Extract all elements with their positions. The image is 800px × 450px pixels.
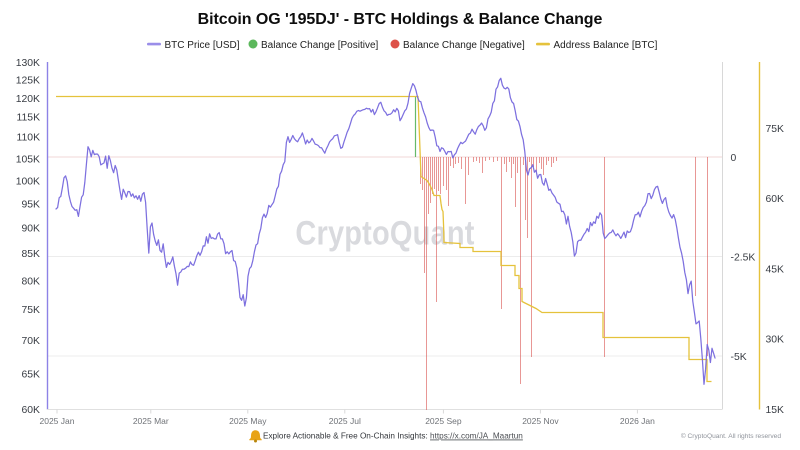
svg-text:115K: 115K <box>17 112 41 123</box>
svg-text:2025 Jan: 2025 Jan <box>40 416 75 426</box>
svg-text:2025 Nov: 2025 Nov <box>522 416 559 426</box>
svg-text:95K: 95K <box>22 199 41 210</box>
svg-text:Explore Actionable & Free On-C: Explore Actionable & Free On-Chain Insig… <box>263 432 523 441</box>
svg-text:130K: 130K <box>16 58 40 69</box>
svg-text:2025 May: 2025 May <box>229 416 267 426</box>
svg-text:75K: 75K <box>766 124 785 135</box>
svg-text:125K: 125K <box>16 75 40 86</box>
svg-text:Balance Change [Positive]: Balance Change [Positive] <box>261 40 379 51</box>
svg-text:120K: 120K <box>16 94 40 105</box>
svg-text:-5K: -5K <box>731 352 747 363</box>
svg-text:Bitcoin OG '195DJ' - BTC Holdi: Bitcoin OG '195DJ' - BTC Holdings & Bala… <box>198 11 603 28</box>
svg-text:65K: 65K <box>22 369 41 380</box>
svg-text:Address Balance [BTC]: Address Balance [BTC] <box>554 40 658 51</box>
svg-text:45K: 45K <box>766 264 785 275</box>
svg-text:80K: 80K <box>22 276 41 287</box>
svg-text:2026 Jan: 2026 Jan <box>620 416 655 426</box>
svg-text:110K: 110K <box>17 132 41 143</box>
svg-text:75K: 75K <box>22 305 41 316</box>
svg-text:60K: 60K <box>22 405 41 416</box>
svg-text:30K: 30K <box>766 335 785 346</box>
svg-text:CryptoQuant: CryptoQuant <box>295 213 475 252</box>
svg-text:85K: 85K <box>22 249 41 260</box>
svg-text:15K: 15K <box>766 405 785 416</box>
svg-text:-2.5K: -2.5K <box>731 252 756 263</box>
svg-text:2025 Jul: 2025 Jul <box>329 416 361 426</box>
svg-text:0: 0 <box>731 153 737 164</box>
svg-text:90K: 90K <box>22 223 41 234</box>
svg-text:© CryptoQuant. All rights rese: © CryptoQuant. All rights reserved <box>681 432 781 440</box>
svg-text:Balance Change [Negative]: Balance Change [Negative] <box>403 40 525 51</box>
svg-text:70K: 70K <box>22 336 41 347</box>
svg-text:60K: 60K <box>766 194 785 205</box>
svg-text:2025 Sep: 2025 Sep <box>425 416 462 426</box>
svg-text:2025 Mar: 2025 Mar <box>133 416 169 426</box>
svg-text:100K: 100K <box>16 176 40 187</box>
svg-text:BTC Price [USD]: BTC Price [USD] <box>165 40 240 51</box>
svg-text:105K: 105K <box>16 154 40 165</box>
